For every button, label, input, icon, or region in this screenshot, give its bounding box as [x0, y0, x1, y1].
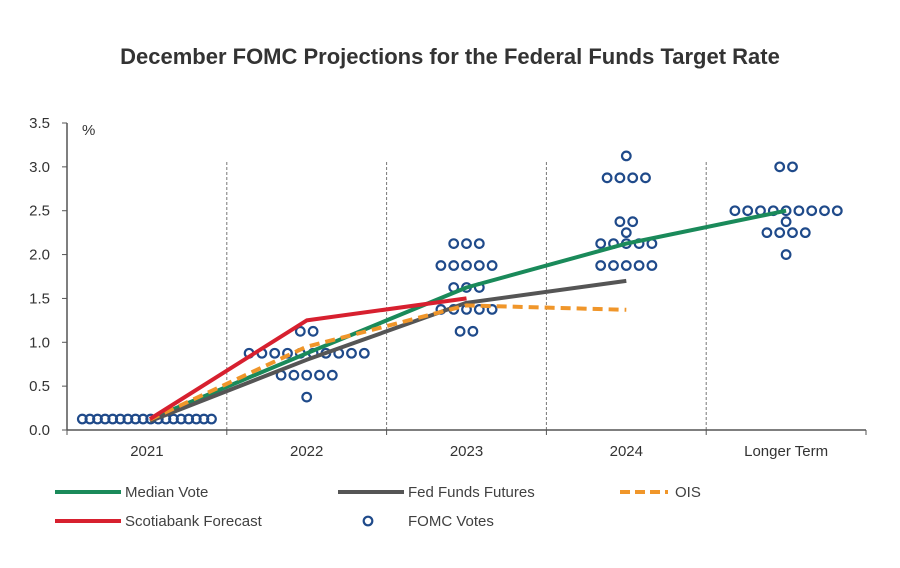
x-tick-label: 2024 [610, 443, 643, 460]
fomc-vote-dot [307, 325, 319, 337]
fomc-vote-dot [761, 227, 773, 239]
y-tick-label: 0.5 [29, 378, 50, 395]
fomc-vote-dot [358, 347, 370, 359]
fomc-vote-dot [301, 391, 313, 403]
fomc-vote-dot [301, 369, 313, 381]
legend-swatch-fomc-votes [362, 515, 374, 527]
fomc-vote-dot [269, 347, 281, 359]
fomc-vote-dot [614, 216, 626, 228]
fomc-vote-dot [608, 260, 619, 271]
fomc-vote-dot [448, 260, 460, 271]
fomc-vote-dot [326, 369, 338, 381]
fomc-vote-dot [742, 205, 754, 217]
y-tick-label: 0.0 [29, 422, 50, 439]
fomc-vote-dot [595, 238, 607, 250]
fomc-vote-dot [806, 205, 818, 217]
fomc-vote-dot [831, 205, 843, 217]
fomc-vote-dot [780, 249, 792, 260]
chart-title: December FOMC Projections for the Federa… [120, 44, 780, 69]
x-tick-label: Longer Term [744, 443, 828, 460]
y-tick-label: 1.5 [29, 290, 50, 307]
legend: Median Vote Fed Funds Futures OIS Scotiaban… [55, 484, 701, 530]
fomc-vote-dot [473, 260, 485, 271]
series-line-median-vote [149, 208, 787, 421]
y-tick-label: 3.5 [29, 115, 50, 132]
series-line-scotiabank-forecast [148, 296, 467, 421]
fomc-vote-dot [448, 238, 460, 250]
fomc-vote-dot [461, 238, 472, 250]
fomc-vote-dot [793, 205, 805, 217]
legend-label-scotiabank-forecast: Scotiabank Forecast [125, 513, 263, 530]
fomc-votes [76, 150, 843, 425]
fomc-vote-dot [787, 161, 798, 173]
axes: 0.0 0.5 1.0 1.5 2.0 2.5 3.0 3.5 % 2021 2022 2023 202… [29, 115, 867, 460]
fomc-vote-dot [620, 150, 632, 162]
fomc-vote-dot [486, 260, 498, 271]
y-tick-label: 3.0 [29, 159, 50, 176]
legend-label-ois: OIS [675, 484, 701, 501]
legend-label-fed-funds-futures: Fed Funds Futures [408, 484, 535, 501]
y-tick-label: 2.5 [29, 203, 50, 220]
fomc-vote-dot [314, 369, 325, 381]
fomc-vote-dot [819, 205, 830, 217]
fomc-vote-dot [646, 260, 658, 271]
fomc-vote-dot [206, 413, 217, 425]
series-lines [148, 208, 787, 424]
fomc-vote-dot [627, 216, 639, 228]
fomc-vote-dot [620, 260, 632, 271]
grid [226, 162, 707, 430]
y-tick-label: 2.0 [29, 247, 50, 264]
x-tick-label: 2021 [130, 443, 163, 460]
fomc-vote-dot [627, 172, 639, 184]
fomc-vote-dot [473, 303, 485, 315]
series-line-ois [149, 303, 627, 422]
fomc-vote-dot [595, 260, 607, 271]
fomc-vote-dot [774, 161, 786, 173]
legend-label-fomc-votes: FOMC Votes [408, 513, 494, 530]
fomc-vote-dot [435, 260, 447, 271]
fomc-vote-dot [729, 205, 741, 217]
fomc-vote-dot [774, 227, 786, 239]
fomc-vote-dot [454, 325, 466, 337]
fomc-vote-dot [486, 303, 498, 315]
fomc-vote-dot [346, 347, 357, 359]
fomc-vote-dot [633, 260, 645, 271]
fomc-vote-dot [787, 227, 798, 239]
legend-label-median-vote: Median Vote [125, 484, 208, 501]
fomc-vote-dot [461, 260, 472, 271]
y-unit-label: % [82, 122, 95, 139]
fomc-vote-dot [640, 172, 651, 184]
fomc-vote-dot [294, 325, 306, 337]
fomc-vote-dot [780, 216, 792, 228]
x-tick-label: 2022 [290, 443, 323, 460]
x-tick-label: 2023 [450, 443, 483, 460]
fomc-vote-dot [614, 172, 626, 184]
series-line-fed-funds-futures [149, 278, 627, 424]
fomc-vote-dot [473, 238, 485, 250]
fomc-vote-dot [467, 325, 479, 337]
fomc-vote-dot [620, 227, 632, 239]
fomc-vote-dot [601, 172, 613, 184]
y-tick-label: 1.0 [29, 334, 50, 351]
fomc-vote-dot [288, 369, 300, 381]
fomc-vote-dot [799, 227, 811, 239]
